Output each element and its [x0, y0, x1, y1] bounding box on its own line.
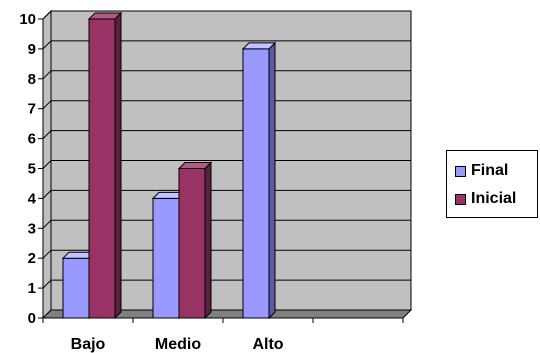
bar-inicial-bajo — [87, 11, 123, 320]
bar-final-alto — [241, 41, 277, 320]
y-tick-label: 8 — [28, 71, 36, 88]
bar-side — [204, 161, 212, 320]
chart-legend: Final Inicial — [446, 150, 538, 218]
gridline — [42, 249, 411, 259]
gridline — [42, 40, 411, 50]
y-tick-label: 9 — [28, 41, 36, 58]
bar-side — [268, 41, 276, 320]
bar-top — [177, 162, 213, 169]
gridline — [42, 70, 411, 80]
bar-front — [88, 18, 116, 319]
x-tick-label: Medio — [155, 336, 201, 353]
legend-item-final: Final — [455, 161, 508, 181]
bar-front — [62, 257, 90, 319]
bar-side — [114, 11, 122, 320]
y-tick-label: 6 — [28, 131, 36, 148]
gridline — [42, 219, 411, 229]
bar-front — [178, 168, 206, 319]
y-tick-label: 5 — [28, 161, 36, 178]
bar-top — [87, 12, 123, 20]
y-tick-label: 10 — [19, 11, 36, 28]
legend-label-inicial: Inicial — [471, 190, 517, 207]
y-tick-label: 3 — [28, 220, 36, 237]
gridline — [42, 100, 411, 110]
x-tick-label: Bajo — [71, 336, 106, 353]
y-tick-label: 0 — [28, 310, 36, 327]
bar-front — [152, 197, 180, 319]
legend-label-final: Final — [471, 162, 509, 179]
y-tick-label: 7 — [28, 101, 36, 118]
gridline — [42, 160, 411, 169]
y-tick-label: 2 — [28, 250, 36, 267]
x-tick-label: Alto — [252, 336, 283, 353]
gridline — [42, 189, 411, 199]
legend-item-inicial: Inicial — [455, 189, 516, 209]
legend-swatch-inicial — [455, 193, 466, 205]
gridline — [42, 130, 411, 139]
bar-front — [242, 48, 270, 319]
gridline — [42, 279, 411, 289]
legend-swatch-final — [455, 165, 466, 177]
y-tick-label: 4 — [28, 190, 37, 207]
gridline — [42, 10, 411, 20]
y-tick-label: 1 — [28, 280, 36, 297]
bar-top — [241, 42, 277, 50]
bar-inicial-medio — [177, 161, 213, 320]
